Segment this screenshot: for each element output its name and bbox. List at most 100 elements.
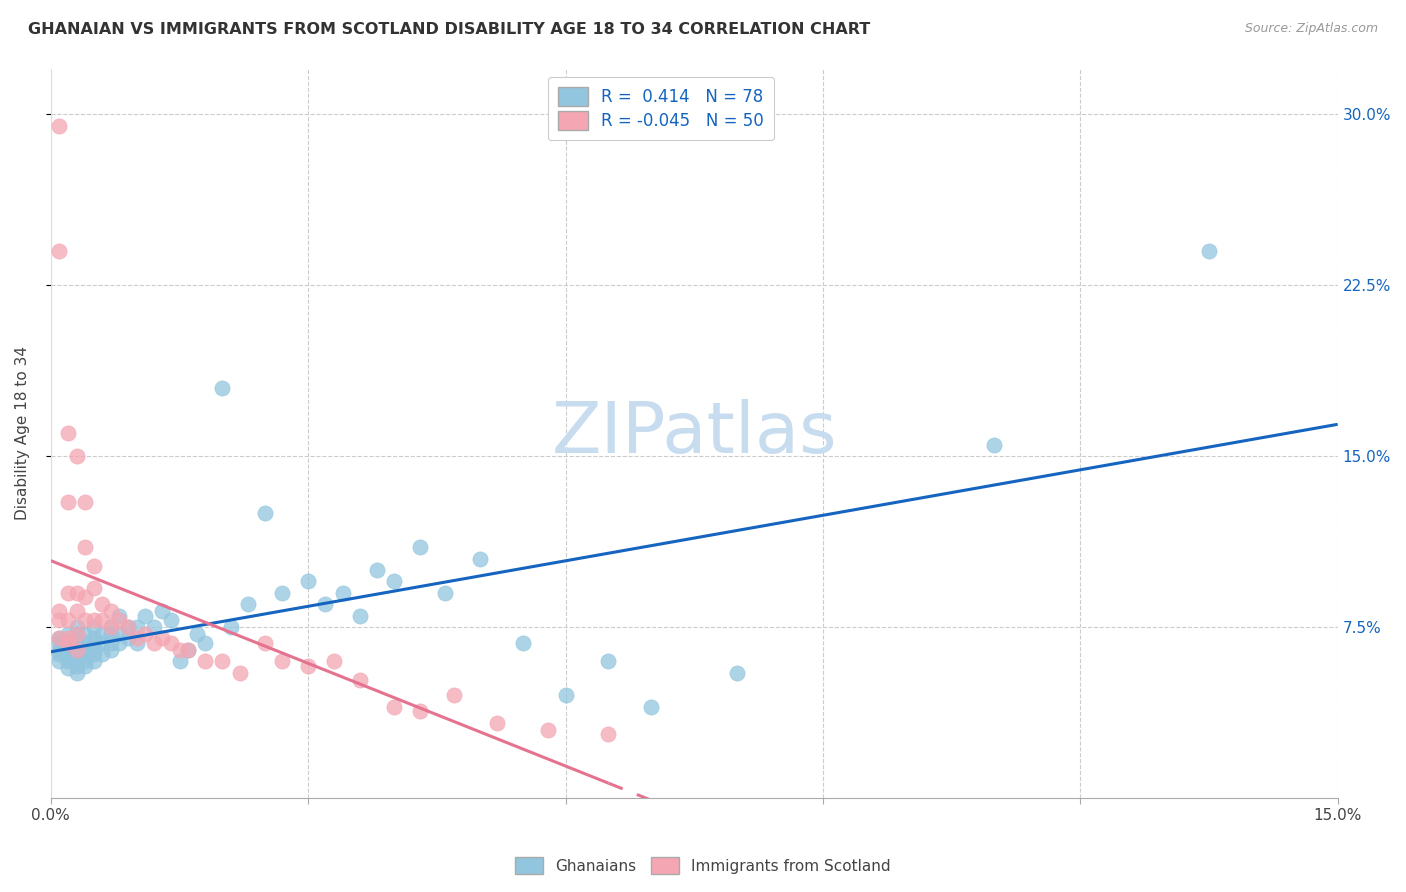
Point <box>83 654 105 668</box>
Point <box>83 643 105 657</box>
Point <box>598 654 620 668</box>
Point <box>150 632 173 646</box>
Point <box>56 494 79 508</box>
Point <box>142 620 165 634</box>
Point <box>349 608 371 623</box>
Point <box>177 643 200 657</box>
Point <box>194 654 217 668</box>
Point <box>65 648 87 662</box>
Point <box>554 689 576 703</box>
Point <box>91 597 114 611</box>
Point <box>48 636 70 650</box>
Point <box>100 620 122 634</box>
Point <box>219 620 242 634</box>
Point <box>56 426 79 441</box>
Point <box>75 636 97 650</box>
Point <box>56 661 79 675</box>
Point <box>56 649 79 664</box>
Point <box>332 586 354 600</box>
Point <box>349 673 371 687</box>
Point <box>75 654 97 668</box>
Point <box>443 689 465 703</box>
Point <box>100 604 122 618</box>
Point <box>83 620 105 634</box>
Point <box>83 613 105 627</box>
Point <box>409 705 432 719</box>
Point <box>125 620 148 634</box>
Point <box>1198 244 1220 258</box>
Point <box>75 658 97 673</box>
Point <box>91 648 114 662</box>
Point <box>228 665 250 680</box>
Point <box>725 665 748 680</box>
Text: GHANAIAN VS IMMIGRANTS FROM SCOTLAND DISABILITY AGE 18 TO 34 CORRELATION CHART: GHANAIAN VS IMMIGRANTS FROM SCOTLAND DIS… <box>28 22 870 37</box>
Text: Source: ZipAtlas.com: Source: ZipAtlas.com <box>1244 22 1378 36</box>
Point <box>65 649 87 664</box>
Point <box>56 645 79 659</box>
Point <box>186 627 208 641</box>
Point <box>160 613 183 627</box>
Point <box>65 627 87 641</box>
Point <box>983 438 1005 452</box>
Point <box>468 551 491 566</box>
Point <box>65 658 87 673</box>
Point <box>56 638 79 652</box>
Point <box>75 627 97 641</box>
Point <box>537 723 560 737</box>
Point <box>83 648 105 662</box>
Point <box>100 620 122 634</box>
Point <box>169 643 191 657</box>
Point <box>117 620 139 634</box>
Point <box>65 620 87 634</box>
Point <box>56 636 79 650</box>
Point <box>75 643 97 657</box>
Point <box>254 506 277 520</box>
Point <box>134 627 156 641</box>
Point <box>382 574 405 589</box>
Point <box>409 541 432 555</box>
Point <box>142 636 165 650</box>
Point <box>434 586 457 600</box>
Point <box>56 633 79 648</box>
Point <box>48 244 70 258</box>
Point <box>108 613 131 627</box>
Point <box>100 627 122 641</box>
Point <box>65 449 87 463</box>
Text: ZIPatlas: ZIPatlas <box>551 399 837 467</box>
Point <box>56 632 79 646</box>
Point <box>160 636 183 650</box>
Point <box>194 636 217 650</box>
Point <box>177 643 200 657</box>
Point <box>169 654 191 668</box>
Point <box>75 591 97 605</box>
Point <box>65 654 87 668</box>
Point <box>56 627 79 641</box>
Point <box>83 636 105 650</box>
Point <box>65 665 87 680</box>
Point <box>56 643 79 657</box>
Point <box>83 632 105 646</box>
Point <box>323 654 346 668</box>
Point <box>125 632 148 646</box>
Point <box>75 541 97 555</box>
Point <box>254 636 277 650</box>
Point <box>485 715 508 730</box>
Y-axis label: Disability Age 18 to 34: Disability Age 18 to 34 <box>15 346 30 520</box>
Point <box>56 613 79 627</box>
Point <box>48 613 70 627</box>
Point <box>640 699 662 714</box>
Point <box>108 636 131 650</box>
Point <box>48 648 70 662</box>
Point <box>65 643 87 657</box>
Point <box>65 627 87 641</box>
Point <box>56 654 79 668</box>
Point <box>75 613 97 627</box>
Point <box>108 608 131 623</box>
Point <box>271 654 294 668</box>
Point <box>150 604 173 618</box>
Point <box>598 727 620 741</box>
Point <box>117 632 139 646</box>
Point <box>91 636 114 650</box>
Point <box>100 643 122 657</box>
Point <box>100 636 122 650</box>
